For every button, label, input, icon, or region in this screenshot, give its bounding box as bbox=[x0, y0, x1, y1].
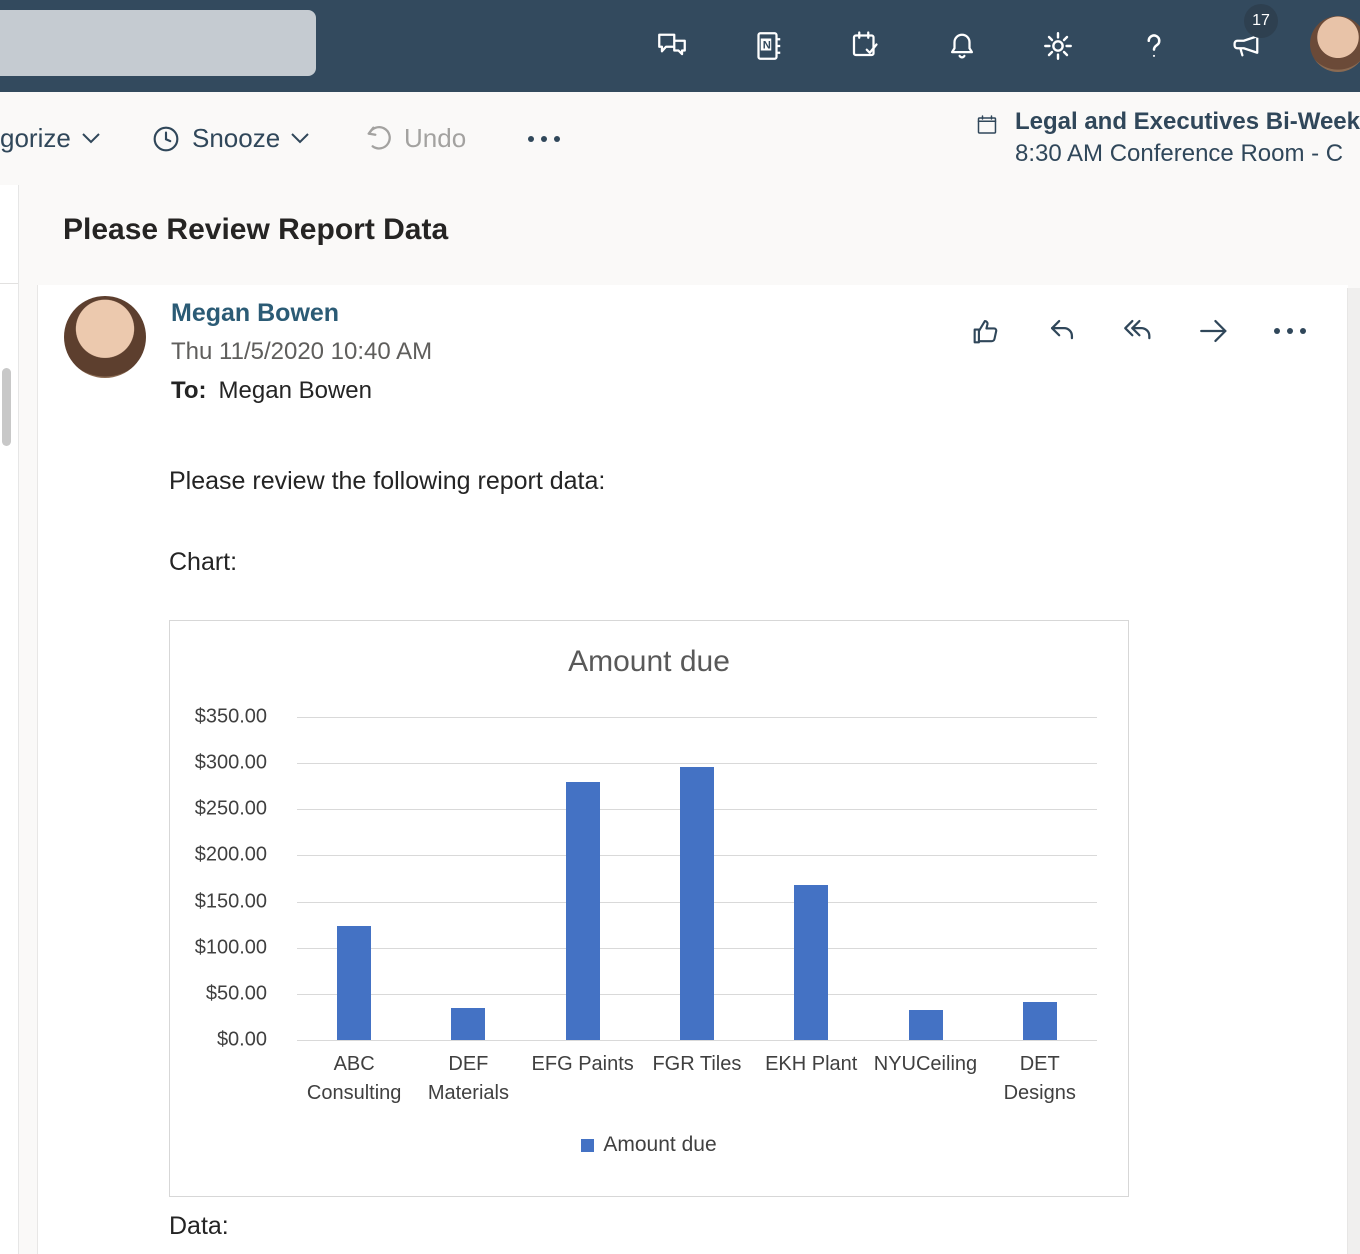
message-list-edge bbox=[0, 185, 19, 1254]
body-intro-text: Please review the following report data: bbox=[169, 467, 606, 495]
bar-nyuceiling bbox=[908, 1009, 943, 1040]
subject-title: Please Review Report Data bbox=[63, 213, 449, 246]
bar-def-materials bbox=[451, 1007, 486, 1040]
amount-due-chart: Amount due $0.00 $50.00 $100.00 $150.00 $200… bbox=[169, 620, 1129, 1197]
body-data-label: Data: bbox=[169, 1212, 229, 1240]
y-tick-label: $300.00 bbox=[194, 751, 267, 774]
notifications-bell-icon[interactable] bbox=[942, 26, 982, 66]
subject-band: Please Review Report Data bbox=[19, 185, 1360, 285]
snooze-label: Snooze bbox=[192, 123, 281, 153]
clock-icon bbox=[153, 126, 179, 151]
chevron-down-icon bbox=[82, 133, 100, 144]
suite-bar: N 17 bbox=[0, 0, 1360, 92]
bar-efg-paints bbox=[565, 781, 600, 1040]
ellipsis-icon bbox=[1274, 328, 1306, 334]
sender-name[interactable]: Megan Bowen bbox=[171, 299, 340, 327]
y-tick-label: $150.00 bbox=[194, 890, 267, 913]
my-day-calendar-icon[interactable] bbox=[846, 26, 886, 66]
thumbs-up-icon bbox=[973, 320, 998, 344]
rail-divider bbox=[0, 283, 18, 284]
help-icon[interactable] bbox=[1134, 26, 1174, 66]
y-tick-label: $100.00 bbox=[194, 936, 267, 959]
feedback-chat-icon[interactable] bbox=[652, 26, 692, 66]
sender-avatar[interactable] bbox=[64, 296, 146, 378]
to-recipient[interactable]: Megan Bowen bbox=[218, 377, 372, 404]
to-label: To: bbox=[171, 377, 207, 404]
command-bar: gorize Snooze Undo Legal and Executives … bbox=[0, 92, 1360, 185]
x-category-label: EKH Plant bbox=[765, 1053, 858, 1075]
bar-det-designs bbox=[1022, 1002, 1057, 1040]
bar-ekh-plant bbox=[794, 884, 829, 1040]
onenote-feed-icon[interactable]: N bbox=[749, 26, 789, 66]
y-tick-label: $0.00 bbox=[216, 1028, 267, 1051]
meeting-title: Legal and Executives Bi-Week bbox=[1014, 108, 1360, 135]
reply-all-button[interactable] bbox=[1120, 313, 1156, 349]
y-tick-label: $200.00 bbox=[194, 843, 267, 866]
x-category-label: ABC Consulting bbox=[306, 1053, 402, 1104]
forward-arrow-icon bbox=[1200, 319, 1227, 343]
categorize-button[interactable]: gorize bbox=[0, 92, 101, 185]
legend-label: Amount due bbox=[603, 1133, 717, 1156]
snooze-button[interactable]: Snooze bbox=[150, 92, 310, 185]
meeting-details: 8:30 AM Conference Room - C bbox=[1014, 140, 1344, 167]
right-scrollbar-track[interactable] bbox=[1347, 288, 1360, 1254]
whats-new-megaphone-icon[interactable] bbox=[1226, 26, 1266, 66]
message-actions bbox=[968, 313, 1308, 349]
gridline bbox=[297, 763, 1097, 765]
x-category-label: NYUCeiling bbox=[873, 1053, 978, 1075]
gridline bbox=[297, 1040, 1097, 1041]
chart-plot-area bbox=[297, 717, 1097, 1041]
message-card: Megan Bowen Thu 11/5/2020 10:40 AM To: M… bbox=[37, 285, 1348, 1254]
more-commands-button[interactable] bbox=[528, 92, 560, 185]
reply-all-icon bbox=[1124, 319, 1151, 340]
y-tick-label: $250.00 bbox=[194, 797, 267, 820]
recipients-row: To: Megan Bowen bbox=[171, 377, 372, 405]
search-box[interactable] bbox=[0, 10, 316, 76]
undo-label: Undo bbox=[404, 123, 467, 153]
left-scrollbar-thumb[interactable] bbox=[2, 368, 11, 446]
body-chart-label: Chart: bbox=[169, 548, 238, 576]
chart-y-axis-labels: $0.00 $50.00 $100.00 $150.00 $200.00 $250.00 $… bbox=[170, 706, 267, 1051]
bar-abc-consulting bbox=[337, 925, 372, 1040]
bar-fgr-tiles bbox=[680, 766, 714, 1040]
forward-button[interactable] bbox=[1196, 313, 1232, 349]
y-tick-label: $350.00 bbox=[194, 705, 267, 728]
reply-button[interactable] bbox=[1044, 313, 1080, 349]
meeting-text: Legal and Executives Bi-Week 8:30 AM Con… bbox=[1015, 106, 1360, 170]
x-category-label: DET Designs bbox=[1003, 1053, 1076, 1104]
ellipsis-icon bbox=[528, 135, 560, 142]
account-avatar[interactable] bbox=[1310, 16, 1360, 72]
y-tick-label: $50.00 bbox=[205, 982, 267, 1005]
x-category-label: EFG Paints bbox=[531, 1053, 634, 1075]
meeting-peek[interactable]: Legal and Executives Bi-Week 8:30 AM Con… bbox=[975, 106, 1360, 170]
chart-legend: Amount due bbox=[170, 1133, 1128, 1157]
gridline bbox=[297, 717, 1097, 718]
message-timestamp: Thu 11/5/2020 10:40 AM bbox=[171, 338, 433, 365]
x-category-label: FGR Tiles bbox=[652, 1053, 742, 1075]
undo-button[interactable]: Undo bbox=[362, 92, 466, 185]
x-category-label: DEF Materials bbox=[427, 1053, 509, 1104]
chevron-down-icon bbox=[291, 133, 309, 144]
chart-x-axis-labels: ABC Consulting DEF Materials EFG Paints FGR… bbox=[297, 1050, 1097, 1108]
whats-new-badge: 17 bbox=[1244, 4, 1278, 38]
more-message-actions-button[interactable] bbox=[1272, 313, 1308, 349]
undo-icon bbox=[367, 125, 391, 150]
calendar-icon bbox=[977, 115, 997, 134]
settings-gear-icon[interactable] bbox=[1038, 26, 1078, 66]
svg-text:N: N bbox=[763, 39, 771, 51]
categorize-label: gorize bbox=[0, 123, 71, 153]
legend-swatch bbox=[581, 1138, 595, 1152]
reply-icon bbox=[1050, 319, 1074, 340]
chart-title: Amount due bbox=[568, 645, 730, 678]
like-button[interactable] bbox=[968, 313, 1004, 349]
